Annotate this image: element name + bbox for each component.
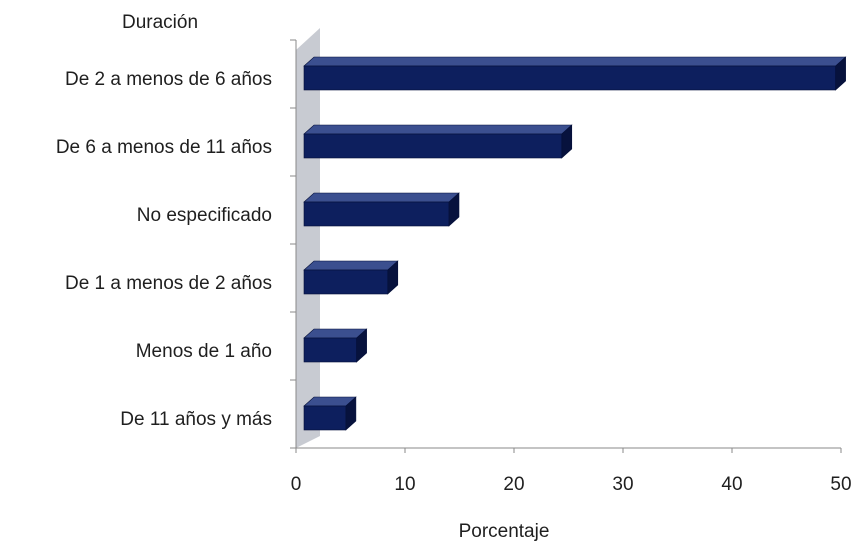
bar-end-face [345, 396, 357, 431]
x-tick-labels: 0 10 20 30 40 50 [291, 474, 852, 495]
x-tick-label: 10 [394, 474, 415, 495]
bar-top-face [303, 124, 573, 135]
bar-top-face [303, 260, 399, 271]
bar-front-face [303, 269, 389, 295]
x-tick-label: 50 [830, 474, 851, 495]
bar-end-face [448, 192, 460, 227]
category-label: No especificado [137, 205, 272, 226]
wall-side-face [296, 28, 320, 448]
bar [303, 260, 399, 295]
bar-front-face [303, 405, 347, 431]
category-label: De 11 años y más [120, 409, 272, 430]
chart-back-wall [296, 28, 320, 448]
bar [303, 124, 573, 159]
bar [303, 396, 357, 431]
bar-end-face [561, 124, 573, 159]
bar [303, 328, 368, 363]
bar-end-face [387, 260, 399, 295]
bar-top-face [303, 56, 847, 67]
y-axis-title: Duración [122, 12, 198, 33]
bar-front-face [303, 133, 563, 159]
bar-end-face [356, 328, 367, 363]
bar-series [303, 56, 847, 431]
category-label: De 6 a menos de 11 años [56, 137, 272, 158]
bar-top-face [303, 192, 460, 203]
category-label: Menos de 1 año [136, 341, 272, 362]
bar-top-face [303, 328, 368, 339]
category-label: De 2 a menos de 6 años [65, 69, 272, 90]
category-label: De 1 a menos de 2 años [65, 273, 272, 294]
bar-front-face [303, 65, 836, 91]
x-tick-label: 20 [503, 474, 524, 495]
bar-end-face [835, 56, 846, 91]
x-tick-label: 40 [721, 474, 742, 495]
x-tick-label: 0 [291, 474, 302, 495]
x-tick-label: 30 [612, 474, 633, 495]
x-axis-title: Porcentaje [459, 521, 550, 542]
bar [303, 56, 847, 91]
category-labels: De 2 a menos de 6 años De 6 a menos de 11… [56, 69, 272, 430]
bar [303, 192, 460, 227]
bar-front-face [303, 201, 450, 227]
bar-front-face [303, 337, 357, 363]
chart-axes [290, 39, 842, 453]
